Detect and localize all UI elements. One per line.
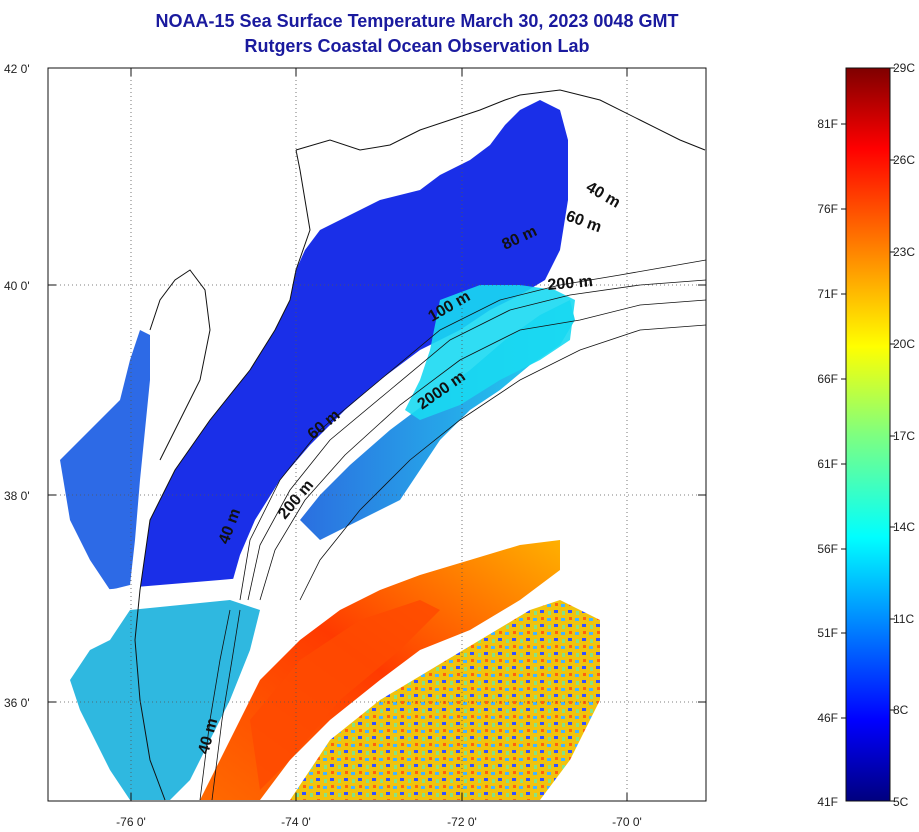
graticule xyxy=(48,68,706,801)
isobath-lines xyxy=(199,259,707,801)
colorbar-f-label: 76F xyxy=(817,202,838,216)
colorbar-gradient xyxy=(845,67,891,802)
colorbar-f-label: 51F xyxy=(817,626,838,640)
lat-label: 38 0' xyxy=(4,489,30,503)
colorbar-f-label: 61F xyxy=(817,457,838,471)
colorbar-f-label: 46F xyxy=(817,711,838,725)
lon-label: -70 0' xyxy=(612,815,642,829)
colorbar-c-label: 11C xyxy=(893,612,914,626)
warm-core xyxy=(250,600,440,790)
colorbar-c-label: 14C xyxy=(893,520,915,534)
colorbar-c-label: 29C xyxy=(893,61,915,75)
colorbar-f-label: 41F xyxy=(817,795,838,809)
axis-ticks xyxy=(48,67,706,801)
map-area: 40 m 60 m 80 m 100 m 200 m 2000 m 60 m 2… xyxy=(47,67,707,802)
map-subtitle: Rutgers Coastal Ocean Observation Lab xyxy=(244,36,590,56)
lon-label: -74 0' xyxy=(281,815,311,829)
southern-shelf xyxy=(70,600,260,800)
bay-water xyxy=(60,330,150,590)
colorbar-f-label: 66F xyxy=(817,372,838,386)
colorbar-c-label: 17C xyxy=(893,429,915,443)
colorbar-c-label: 26C xyxy=(893,153,915,167)
coastline xyxy=(134,89,706,801)
map-title: NOAA-15 Sea Surface Temperature March 30… xyxy=(155,11,679,31)
colorbar-c-label: 5C xyxy=(893,795,909,809)
colorbar-c-label: 8C xyxy=(893,703,909,717)
colorbar: 81F 76F 71F 66F 61F 56F 51F 46F 41F 29C … xyxy=(817,61,915,809)
colorbar-c-label: 23C xyxy=(893,245,915,259)
shelf-water-cold xyxy=(140,100,568,590)
lat-label: 42 0' xyxy=(4,62,30,76)
colorbar-f-label: 81F xyxy=(817,117,838,131)
colorbar-f-label: 71F xyxy=(817,287,838,301)
colorbar-f-label: 56F xyxy=(817,542,838,556)
lat-label: 36 0' xyxy=(4,696,30,710)
colorbar-c-label: 20C xyxy=(893,337,915,351)
colorbar-ticks xyxy=(841,67,895,802)
lat-label: 40 0' xyxy=(4,279,30,293)
sargasso-region xyxy=(290,600,600,800)
offshore-band xyxy=(405,285,575,420)
isobath-label: 200 m xyxy=(547,273,594,294)
lon-label: -72 0' xyxy=(447,815,477,829)
lon-label: -76 0' xyxy=(116,815,146,829)
